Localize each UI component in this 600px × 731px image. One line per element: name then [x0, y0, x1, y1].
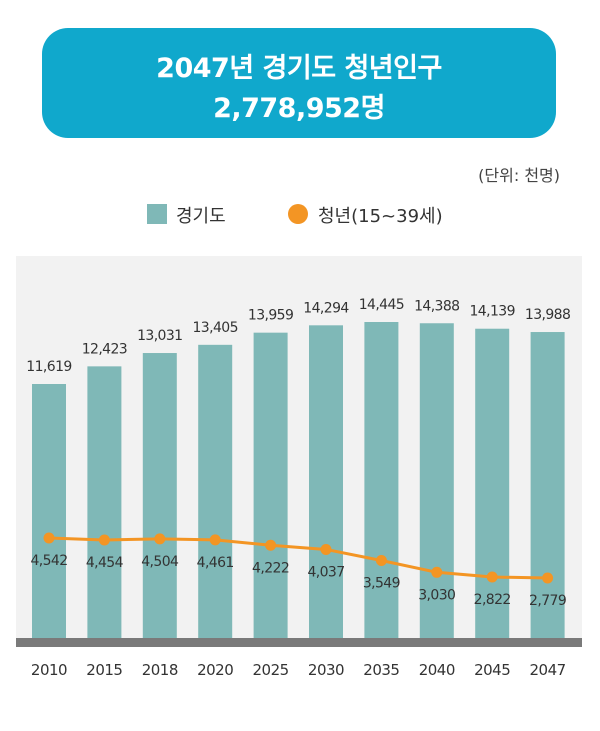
banner-total: 2,778,952명: [213, 93, 385, 124]
x-tick-2015: 2015: [86, 661, 122, 679]
legend-line-label: 청년(15~39세): [318, 206, 443, 227]
bar-2015: [87, 366, 122, 638]
banner-title: 2047년 경기도 청년인구: [156, 53, 442, 84]
bar-label-2035: 14,445: [359, 297, 404, 313]
bar-2018: [142, 353, 177, 638]
line-label-2018: 4,504: [141, 554, 179, 570]
legend-bar-swatch: [147, 204, 167, 224]
x-tick-2010: 2010: [31, 661, 67, 679]
line-label-2010: 4,542: [30, 553, 67, 569]
legend-line-swatch: [288, 204, 308, 224]
bar-label-2047: 13,988: [525, 307, 570, 323]
x-tick-2047: 2047: [530, 661, 566, 679]
x-tick-2020: 2020: [197, 661, 233, 679]
bar-2045: [475, 328, 510, 638]
bar-label-2045: 14,139: [470, 304, 515, 320]
line-label-2040: 3,030: [418, 587, 455, 603]
bar-label-2015: 12,423: [82, 341, 127, 357]
line-point-2015: [98, 534, 110, 546]
x-axis-baseline: [16, 638, 582, 647]
x-tick-2040: 2040: [419, 661, 455, 679]
line-point-2045: [486, 571, 498, 583]
line-point-2047: [542, 572, 554, 584]
title-banner: 2047년 경기도 청년인구 2,778,952명: [42, 28, 556, 138]
bar-2020: [198, 344, 233, 638]
bar-label-2030: 14,294: [303, 300, 349, 316]
line-point-2025: [265, 539, 277, 551]
x-tick-2018: 2018: [142, 661, 178, 679]
line-label-2030: 4,037: [307, 564, 344, 580]
x-tick-2045: 2045: [474, 661, 510, 679]
line-point-2018: [154, 533, 166, 545]
youth-line: [48, 536, 548, 580]
x-tick-2030: 2030: [308, 661, 344, 679]
bar-2047: [530, 332, 565, 638]
line-point-2040: [431, 566, 443, 578]
bar-label-2020: 13,405: [193, 320, 238, 336]
unit-note: (단위: 천명): [478, 166, 560, 185]
bar-label-2010: 11,619: [26, 359, 71, 375]
legend-bar-label: 경기도: [176, 206, 226, 227]
line-point-2030: [320, 543, 332, 555]
bar-2010: [32, 384, 66, 638]
x-tick-2035: 2035: [363, 661, 399, 679]
bar-label-2025: 13,959: [248, 308, 293, 324]
line-label-2035: 3,549: [363, 576, 400, 592]
bar-2040: [419, 323, 454, 638]
line-label-2020: 4,461: [197, 555, 234, 571]
line-label-2025: 4,222: [252, 560, 289, 576]
line-label-2045: 2,822: [474, 592, 511, 608]
line-point-2010: [43, 532, 55, 544]
bar-label-2018: 13,031: [137, 328, 182, 344]
line-point-2020: [209, 534, 221, 546]
bar-2035: [364, 322, 399, 638]
line-point-2035: [375, 555, 387, 567]
bar-2025: [253, 332, 288, 638]
bar-label-2040: 14,388: [414, 298, 459, 314]
legend: 경기도 청년(15~39세): [0, 200, 600, 230]
bar-2030: [309, 325, 343, 638]
x-tick-2025: 2025: [253, 661, 289, 679]
line-label-2015: 4,454: [86, 555, 124, 571]
line-label-2047: 2,779: [529, 593, 566, 609]
